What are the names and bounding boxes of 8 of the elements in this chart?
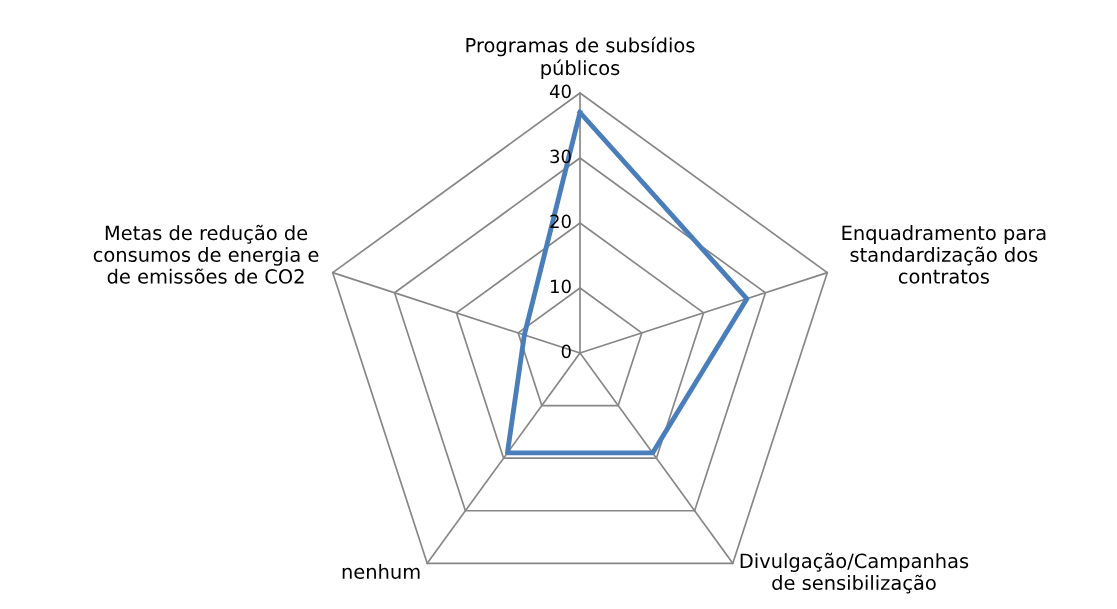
spoke-label: Divulgação/Campanhas de sensibilização — [740, 552, 969, 594]
y-tick-label: 0 — [561, 344, 571, 359]
spoke-label: Enquadramento para standardização dos contratos — [842, 225, 1046, 284]
y-tick-label: 40 — [549, 84, 571, 99]
spoke-label: Metas de redução de consumos de energia e de emissões de CO2 — [93, 224, 319, 284]
spoke-label: Programas de subsídios públicos — [466, 36, 695, 79]
spoke-label: nenhum — [342, 563, 420, 579]
y-tick-label: 10 — [551, 279, 571, 294]
